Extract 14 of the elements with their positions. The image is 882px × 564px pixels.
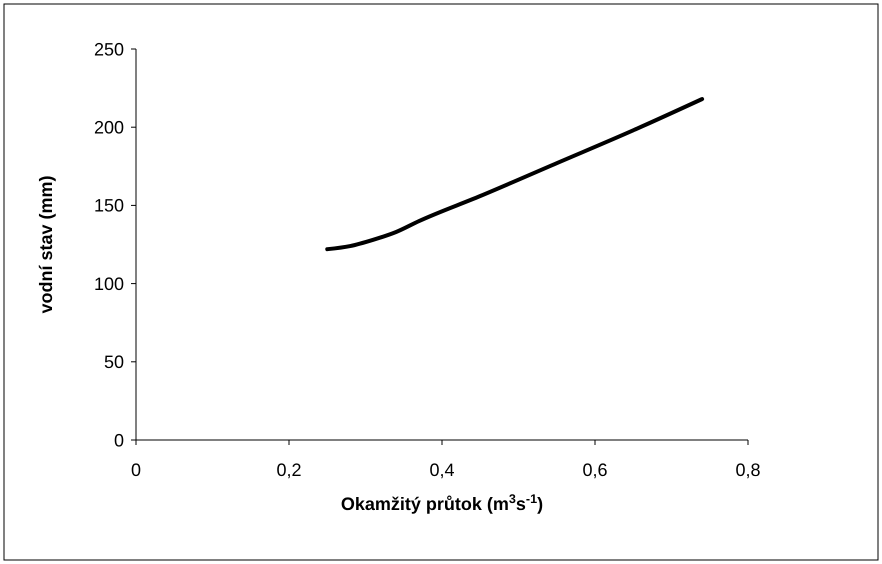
x-tick-label: 0,6	[582, 460, 608, 480]
line-series	[325, 97, 704, 252]
y-tick-label: 50	[104, 352, 124, 372]
y-tick-label: 150	[94, 196, 124, 216]
x-tick-label: 0	[130, 460, 142, 480]
x-tick-label: 0,8	[735, 460, 761, 480]
x-axis-title: Okamžitý průtok (m$^{3}$s$^{-1}$)	[340, 492, 544, 514]
x-tick-label: 0,4	[429, 460, 455, 480]
y-tick-label: 0	[114, 430, 124, 450]
y-tick-label: 200	[94, 118, 124, 138]
x-tick-label: 0,2	[276, 460, 302, 480]
y-tick-label: 100	[94, 274, 124, 294]
y-tick-label: 250	[94, 39, 124, 60]
y-axis-title: vodní stav (mm)	[36, 175, 56, 314]
